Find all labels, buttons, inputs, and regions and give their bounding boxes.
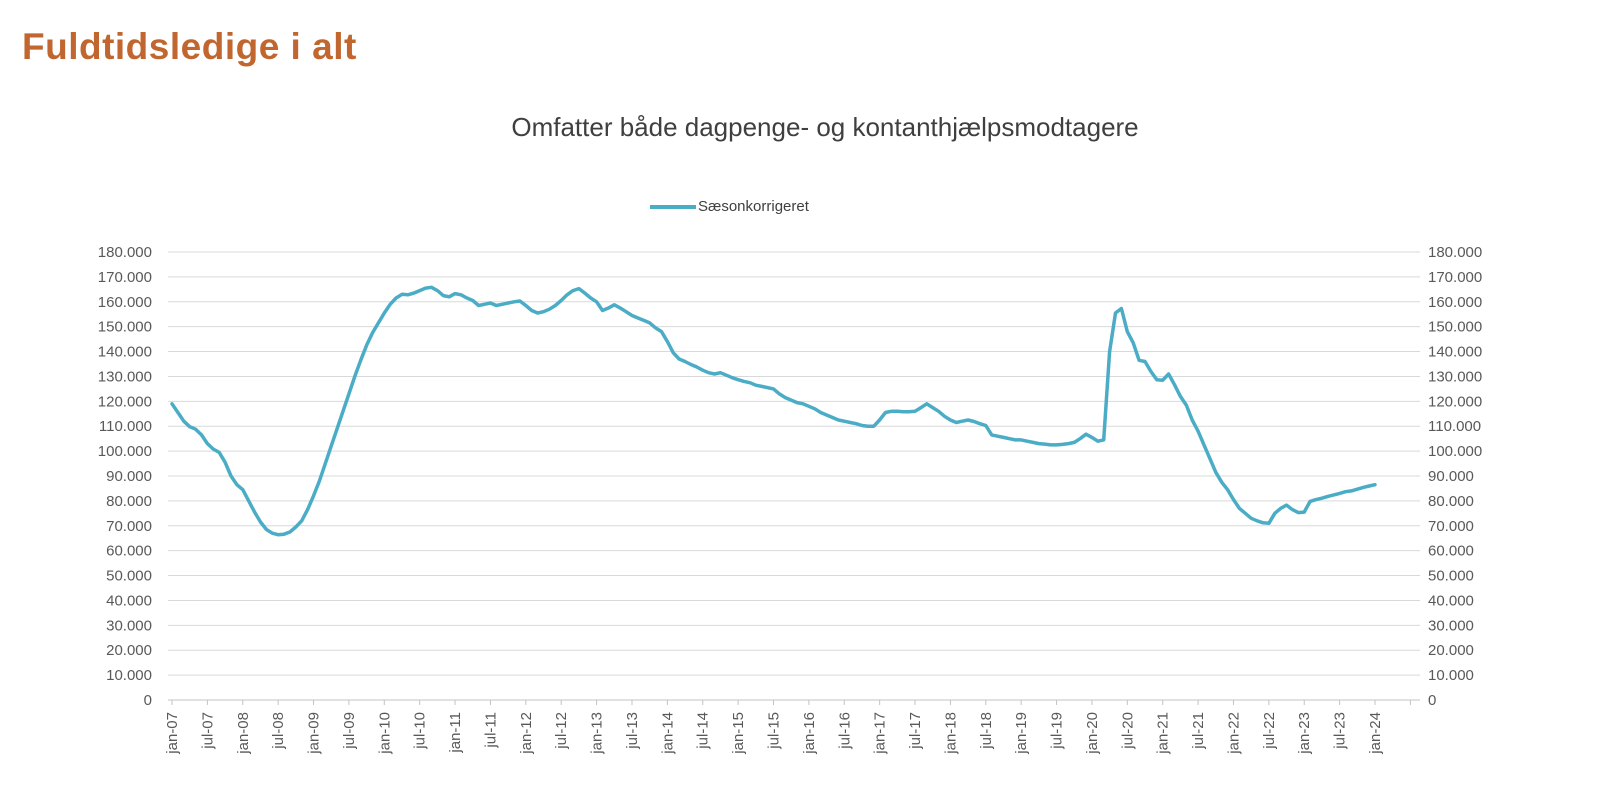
y-axis-label-right: 70.000 (1428, 518, 1474, 535)
x-axis-label: jan-12 (518, 712, 535, 755)
y-axis-label-right: 60.000 (1428, 543, 1474, 560)
x-axis-label: jan-10 (376, 712, 393, 755)
x-axis-label: jul-13 (624, 712, 641, 750)
y-axis-label-right: 90.000 (1428, 468, 1474, 485)
x-axis-label: jan-13 (589, 712, 606, 755)
y-axis-label-left: 30.000 (106, 617, 152, 634)
y-axis-label-right: 120.000 (1428, 393, 1482, 410)
y-axis-label-right: 130.000 (1428, 368, 1482, 385)
x-axis-label: jul-12 (553, 712, 570, 750)
y-axis-label-left: 130.000 (98, 368, 152, 385)
y-axis-label-right: 140.000 (1428, 344, 1482, 361)
x-axis-label: jan-11 (447, 712, 464, 754)
x-axis-label: jan-23 (1296, 712, 1313, 755)
x-axis-label: jul-14 (695, 712, 712, 750)
y-axis-label-right: 100.000 (1428, 443, 1482, 460)
x-axis-label: jul-07 (199, 712, 216, 750)
y-axis-label-right: 170.000 (1428, 269, 1482, 286)
y-axis-label-right: 10.000 (1428, 667, 1474, 684)
y-axis-label-left: 10.000 (106, 667, 152, 684)
y-axis-label-left: 90.000 (106, 468, 152, 485)
x-axis-label: jul-08 (270, 712, 287, 750)
y-axis-label-left: 140.000 (98, 344, 152, 361)
x-axis-label: jul-18 (978, 712, 995, 750)
y-axis-label-right: 160.000 (1428, 294, 1482, 311)
y-axis-label-right: 20.000 (1428, 642, 1474, 659)
x-axis-label: jan-15 (730, 712, 747, 755)
x-axis-label: jul-23 (1332, 712, 1349, 750)
x-axis-label: jan-20 (1084, 712, 1101, 755)
line-chart-plot-area: 0 0 10.000 10.000 20.000 20.000 30.000 30.000 40… (98, 244, 1482, 755)
y-axis-label-right: 40.000 (1428, 592, 1474, 609)
x-axis-label: jul-11 (482, 712, 499, 749)
x-axis-label: jan-24 (1367, 712, 1384, 755)
x-axis-label: jul-20 (1119, 712, 1136, 750)
y-axis-label-left: 50.000 (106, 568, 152, 585)
legend-series-label: Sæsonkorrigeret (698, 198, 809, 215)
y-axis-label-left: 20.000 (106, 642, 152, 659)
x-axis-label: jan-18 (942, 712, 959, 755)
y-axis-label-left: 170.000 (98, 269, 152, 286)
x-axis-label: jul-10 (412, 712, 429, 750)
x-axis-label: jul-09 (341, 712, 358, 750)
x-axis-label: jul-22 (1261, 712, 1278, 750)
y-axis-label-right: 0 (1428, 692, 1436, 709)
y-axis-label-left: 160.000 (98, 294, 152, 311)
y-axis-label-left: 40.000 (106, 592, 152, 609)
x-axis-label: jan-21 (1155, 712, 1172, 755)
x-axis-label: jan-19 (1013, 712, 1030, 755)
x-axis-label: jan-16 (801, 712, 818, 755)
x-axis-label: jul-15 (766, 712, 783, 750)
y-axis-label-left: 110.000 (99, 418, 152, 435)
y-axis-label-left: 80.000 (106, 493, 152, 510)
y-axis-label-right: 110.000 (1428, 418, 1481, 435)
x-axis-label: jul-19 (1049, 712, 1066, 750)
y-axis-label-left: 120.000 (98, 393, 152, 410)
y-axis-label-right: 180.000 (1428, 244, 1482, 261)
y-axis-label-left: 100.000 (98, 443, 152, 460)
y-axis-label-right: 30.000 (1428, 617, 1474, 634)
x-axis-label: jul-17 (907, 712, 924, 750)
legend-line-swatch (650, 204, 696, 209)
y-axis-label-left: 70.000 (106, 518, 152, 535)
page-title: Fuldtidsledige i alt (22, 26, 357, 67)
y-axis-label-left: 60.000 (106, 543, 152, 560)
chart-legend: Sæsonkorrigeret (650, 198, 809, 215)
y-axis-label-right: 80.000 (1428, 493, 1474, 510)
chart-title: Omfatter både dagpenge- og kontanthjælps… (511, 112, 1139, 142)
y-axis-label-left: 180.000 (98, 244, 152, 261)
x-axis-label: jan-07 (164, 712, 181, 755)
x-axis-label: jul-21 (1190, 712, 1207, 750)
x-axis-label: jul-16 (836, 712, 853, 750)
x-axis-label: jan-14 (659, 712, 676, 755)
y-axis-label-right: 150.000 (1428, 319, 1482, 336)
y-axis-label-left: 0 (144, 692, 152, 709)
y-axis-label-left: 150.000 (98, 319, 152, 336)
x-axis-label: jan-22 (1225, 712, 1242, 755)
x-axis-label: jan-09 (306, 712, 323, 755)
x-axis-label: jan-08 (235, 712, 252, 755)
x-axis-label: jan-17 (872, 712, 889, 755)
series-line-saesonkorrigeret (170, 285, 1377, 537)
y-axis-label-right: 50.000 (1428, 568, 1474, 585)
